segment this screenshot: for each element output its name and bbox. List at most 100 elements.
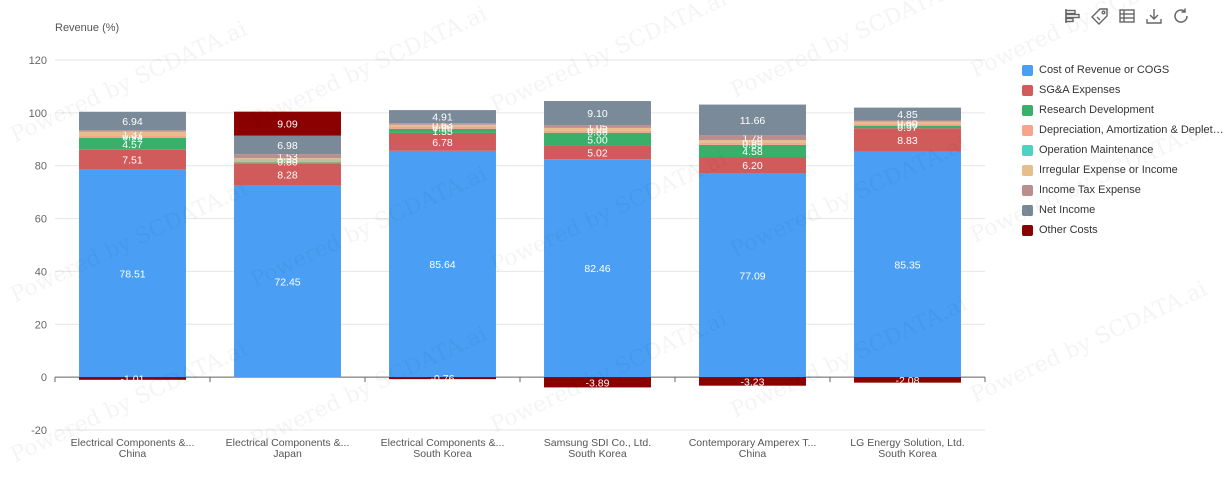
bar-segment[interactable] bbox=[854, 121, 961, 124]
bar-segment[interactable] bbox=[699, 140, 806, 143]
bar-segment[interactable] bbox=[389, 150, 496, 378]
x-tick-label: Electrical Components &... bbox=[226, 437, 350, 449]
bar-segment[interactable] bbox=[699, 144, 806, 158]
legend-swatch bbox=[1022, 224, 1033, 236]
bar-segment[interactable] bbox=[699, 157, 806, 174]
bar-segment[interactable] bbox=[854, 120, 961, 122]
bar-segment[interactable] bbox=[389, 132, 496, 151]
bar-segment[interactable] bbox=[234, 160, 341, 163]
data-label: 4.57 bbox=[122, 139, 143, 151]
x-tick-label: LG Energy Solution, Ltd. bbox=[850, 437, 964, 449]
data-view-icon[interactable] bbox=[1116, 6, 1138, 26]
legend-item[interactable]: Irregular Expense or Income bbox=[1022, 160, 1228, 180]
bar-segment[interactable] bbox=[544, 132, 651, 146]
bar-segment[interactable] bbox=[544, 159, 651, 378]
bar-segment[interactable] bbox=[544, 127, 651, 131]
legend-swatch bbox=[1022, 64, 1033, 76]
bar-segment[interactable] bbox=[79, 137, 186, 150]
bar-segment[interactable] bbox=[854, 128, 961, 152]
data-label: 4.91 bbox=[432, 112, 453, 124]
x-tick-label: China bbox=[119, 448, 147, 460]
bar-segment[interactable] bbox=[234, 163, 341, 186]
bar-segment[interactable] bbox=[79, 149, 186, 170]
bar-segment[interactable] bbox=[699, 377, 806, 386]
bar-segment[interactable] bbox=[234, 158, 341, 160]
bar-segment[interactable] bbox=[544, 145, 651, 160]
data-label: 4.58 bbox=[742, 146, 763, 158]
bar-segment[interactable] bbox=[854, 377, 961, 383]
bar-segment[interactable] bbox=[79, 111, 186, 131]
bar-segment[interactable] bbox=[79, 130, 186, 132]
bar-segment[interactable] bbox=[699, 104, 806, 136]
bar-segment[interactable] bbox=[234, 185, 341, 378]
bar-segment[interactable] bbox=[544, 101, 651, 126]
bar-segment[interactable] bbox=[544, 125, 651, 128]
bar-segment[interactable] bbox=[389, 128, 496, 133]
y-tick-label: 40 bbox=[35, 266, 47, 278]
data-label: 8.28 bbox=[277, 170, 298, 182]
legend-swatch bbox=[1022, 164, 1033, 176]
bar-segment[interactable] bbox=[234, 162, 341, 164]
bar-segment[interactable] bbox=[854, 123, 961, 126]
bar-segment[interactable] bbox=[79, 131, 186, 136]
y-tick-label: 20 bbox=[35, 319, 47, 331]
chart-toolbar bbox=[1062, 6, 1192, 26]
data-label: 9.10 bbox=[587, 108, 608, 120]
legend-item[interactable]: SG&A Expenses bbox=[1022, 80, 1228, 100]
x-tick-label: South Korea bbox=[568, 448, 627, 460]
legend-label: Irregular Expense or Income bbox=[1039, 164, 1178, 176]
bar-segment[interactable] bbox=[389, 377, 496, 380]
bar-segment[interactable] bbox=[389, 126, 496, 129]
bar-segment[interactable] bbox=[79, 135, 186, 138]
bar-segment[interactable] bbox=[544, 130, 651, 133]
chart-legend: Cost of Revenue or COGS SG&A Expenses Rese… bbox=[1022, 60, 1228, 240]
y-axis-title: Revenue (%) bbox=[55, 22, 120, 34]
legend-item[interactable]: Net Income bbox=[1022, 200, 1228, 220]
bar-segment[interactable] bbox=[854, 125, 961, 129]
bar-segment[interactable] bbox=[389, 123, 496, 125]
x-tick-label: South Korea bbox=[413, 448, 472, 460]
legend-item[interactable]: Income Tax Expense bbox=[1022, 180, 1228, 200]
bar-segment[interactable] bbox=[234, 154, 341, 159]
data-label: -1.01 bbox=[121, 373, 145, 385]
bar-toggle-icon[interactable] bbox=[1062, 6, 1084, 26]
bar-segment[interactable] bbox=[79, 169, 186, 378]
data-label: 9.09 bbox=[277, 119, 298, 131]
bar-segment[interactable] bbox=[699, 135, 806, 141]
bar-segment[interactable] bbox=[234, 159, 341, 161]
data-label: -2.08 bbox=[896, 375, 920, 387]
bar-segment[interactable] bbox=[699, 142, 806, 145]
legend-item[interactable]: Cost of Revenue or COGS bbox=[1022, 60, 1228, 80]
data-label: -3.89 bbox=[586, 377, 610, 389]
legend-item[interactable]: Depreciation, Amortization & Depletion bbox=[1022, 120, 1228, 140]
bar-segment[interactable] bbox=[234, 135, 341, 155]
bar-segment[interactable] bbox=[854, 151, 961, 378]
refresh-icon[interactable] bbox=[1170, 6, 1192, 26]
x-tick-label: Japan bbox=[273, 448, 302, 460]
bar-segment[interactable] bbox=[389, 124, 496, 127]
x-tick-label: China bbox=[739, 448, 767, 460]
bar-segment[interactable] bbox=[234, 111, 341, 136]
legend-label: SG&A Expenses bbox=[1039, 84, 1121, 96]
tag-icon[interactable] bbox=[1089, 6, 1111, 26]
data-label: 4.85 bbox=[897, 109, 918, 121]
download-icon[interactable] bbox=[1143, 6, 1165, 26]
legend-swatch bbox=[1022, 124, 1033, 136]
legend-swatch bbox=[1022, 144, 1033, 156]
bar-segment[interactable] bbox=[854, 107, 961, 121]
bar-segment[interactable] bbox=[79, 377, 186, 380]
data-label: 85.64 bbox=[429, 259, 455, 271]
data-label: 1.55 bbox=[432, 126, 453, 138]
data-label: 72.45 bbox=[274, 276, 300, 288]
data-label: 5.02 bbox=[587, 148, 608, 160]
data-label: 8.83 bbox=[897, 135, 918, 147]
bar-segment[interactable] bbox=[389, 110, 496, 124]
legend-swatch bbox=[1022, 84, 1033, 96]
bar-segment[interactable] bbox=[699, 173, 806, 378]
data-label: 6.94 bbox=[122, 116, 143, 128]
legend-item[interactable]: Research Development bbox=[1022, 100, 1228, 120]
legend-item[interactable]: Operation Maintenance bbox=[1022, 140, 1228, 160]
bar-segment[interactable] bbox=[544, 377, 651, 388]
legend-item[interactable]: Other Costs bbox=[1022, 220, 1228, 240]
